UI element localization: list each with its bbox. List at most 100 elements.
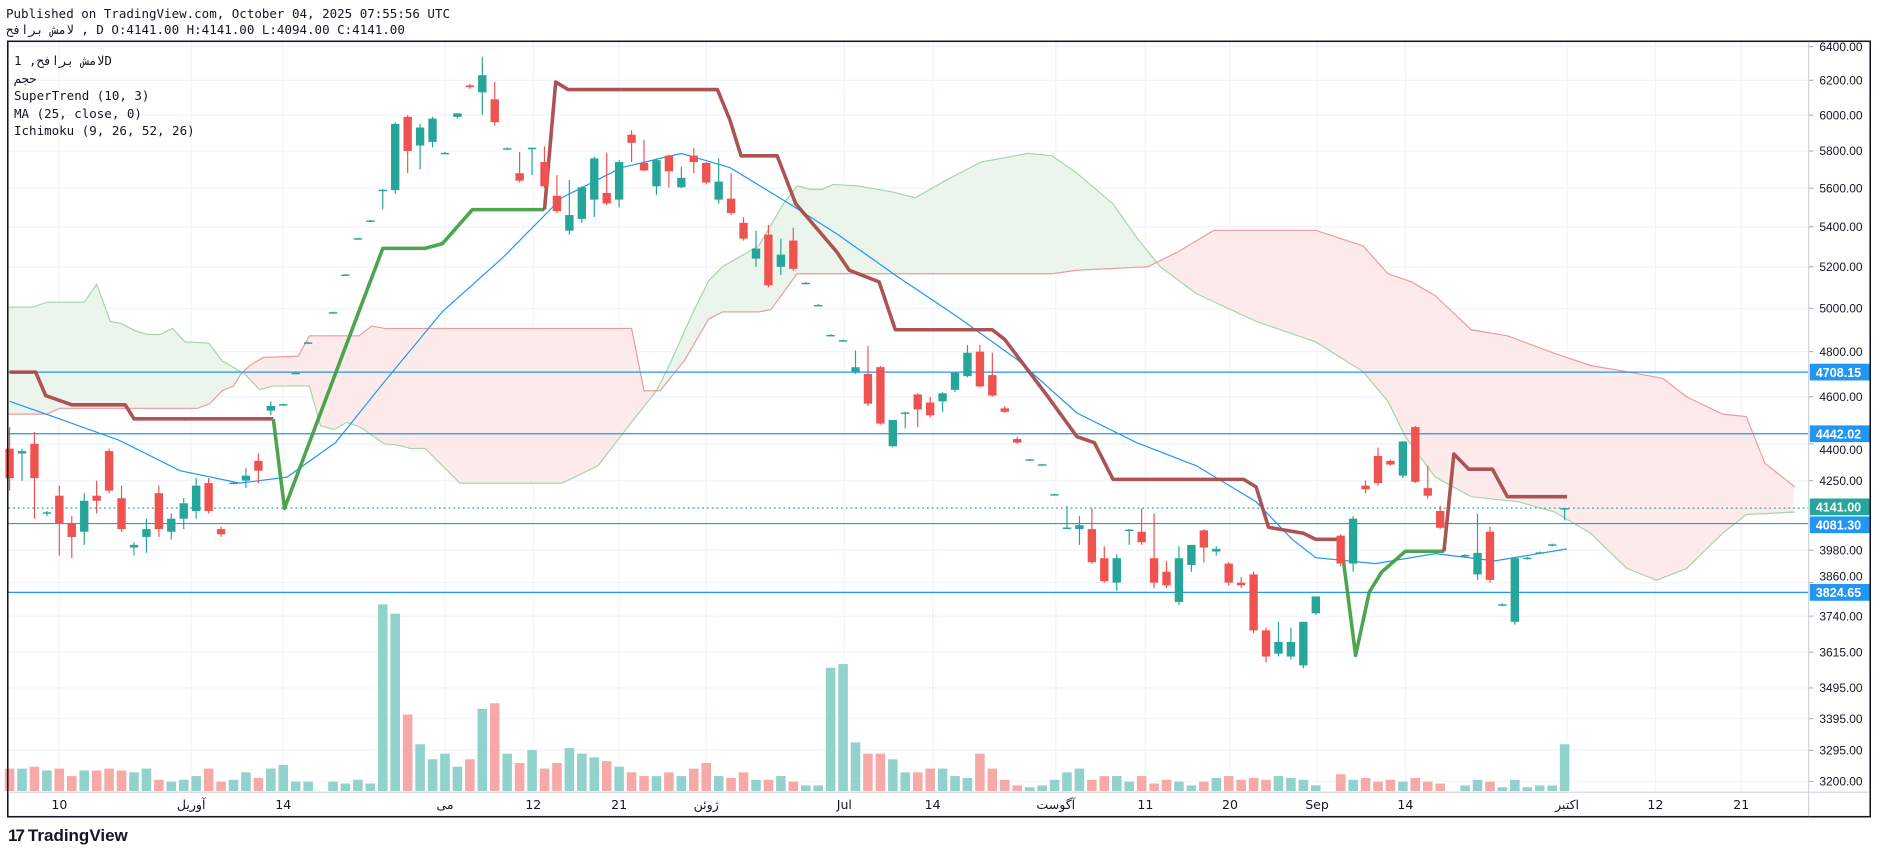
candle-up (328, 311, 338, 314)
last-price-badge: 4141.00 (1816, 501, 1861, 515)
candle-up (652, 158, 661, 195)
volume-bar (1136, 776, 1147, 791)
volume-bar (838, 664, 848, 791)
candle-down (1485, 526, 1495, 583)
candle-up (1050, 493, 1059, 496)
candle-body (117, 498, 126, 530)
volume-bar (328, 781, 338, 791)
legend-ichimoku[interactable]: Ichimoku (9, 26, 52, 26) (14, 123, 195, 138)
candle-body (279, 404, 288, 406)
volume-bar (1522, 787, 1533, 791)
supertrend-up-line (271, 207, 545, 511)
candle-up (415, 123, 425, 170)
candle-body (950, 372, 960, 390)
level-price-badge: 3824.65 (1816, 586, 1861, 600)
candle-down (1261, 627, 1271, 663)
cloud-bullish (7, 284, 244, 415)
candle-up (838, 339, 848, 342)
volume-bar (1398, 781, 1408, 791)
candle-body (925, 402, 935, 416)
volume-bar (701, 762, 712, 791)
volume-bar (539, 768, 550, 791)
candle-body (1311, 596, 1320, 614)
time-axis-label: 14 (275, 797, 291, 812)
candle-body (627, 134, 636, 143)
supertrend-down-line (1442, 452, 1568, 552)
price-tick-label: 6400.00 (1819, 40, 1863, 54)
candle-up (1286, 627, 1296, 660)
ohlc-line: لامش برافح , D O:4141.00 H:4141.00 L:409… (6, 22, 405, 37)
volume-bar (1485, 781, 1495, 791)
volume-bar (91, 770, 102, 791)
candle-body (204, 483, 213, 511)
candle-body (776, 254, 786, 267)
volume-bar (79, 770, 89, 791)
tradingview-logo[interactable]: 17 TradingView (8, 826, 128, 846)
volume-bar (713, 776, 724, 791)
candle-body (938, 393, 947, 402)
volume-bar (42, 770, 52, 791)
candle-down (876, 366, 885, 425)
candle-body (764, 234, 773, 286)
volume-bar (1199, 781, 1209, 791)
candle-body (328, 312, 338, 314)
candle-up (353, 237, 363, 240)
candle-up (1523, 556, 1532, 560)
volume-bar (1348, 779, 1358, 791)
candle-body (415, 127, 425, 146)
candle-body (1560, 508, 1569, 510)
volume-bar (601, 761, 612, 791)
volume-bar (962, 777, 973, 791)
candle-body (167, 518, 176, 532)
volume-bar (688, 768, 699, 791)
candle-up (1498, 603, 1507, 607)
volume-bar (1311, 785, 1321, 791)
candle-body (888, 420, 898, 447)
legend-ma[interactable]: MA (25, close, 0) (14, 105, 142, 121)
candle-body (1100, 558, 1109, 582)
candle-down (1236, 577, 1246, 589)
candle-body (1025, 459, 1034, 461)
candle-body (241, 475, 251, 481)
volume-bar (664, 772, 674, 791)
volume-bar (1149, 783, 1159, 791)
candle-down (664, 154, 674, 188)
volume-bar (1186, 785, 1197, 791)
candle-up (1348, 516, 1358, 572)
legend-supertrend[interactable]: SuperTrend (10, 3) (14, 88, 150, 103)
candle-down (204, 478, 213, 514)
candle-down (925, 396, 935, 418)
candle-body (1174, 558, 1184, 603)
level-price-badge: 4442.02 (1816, 428, 1861, 442)
candle-body (254, 460, 263, 471)
volume-bar (1261, 779, 1271, 791)
candle-body (142, 529, 151, 537)
volume-bar (1497, 787, 1508, 791)
ichimoku-span-b (7, 229, 1796, 488)
candle-body (602, 192, 611, 204)
candle-body (490, 99, 499, 123)
candle-body (901, 412, 910, 414)
candle-body (702, 162, 711, 183)
candle-up (714, 158, 723, 204)
price-tick-label: 4250.00 (1819, 474, 1863, 488)
candle-down (1386, 459, 1395, 466)
candle-up (1560, 508, 1569, 521)
volume-bar (987, 768, 998, 791)
legend-symbol[interactable]: لامش برافح, 1D (14, 53, 112, 68)
legend-volume[interactable]: حجم (14, 70, 37, 86)
volume-bar (1111, 776, 1122, 791)
candle-down (1373, 447, 1383, 486)
candle-up (366, 219, 375, 222)
candle-up (142, 518, 151, 553)
candle-up (17, 448, 27, 481)
candle-body (565, 215, 574, 231)
candle-body (1187, 544, 1196, 565)
ma-line (9, 152, 1568, 565)
candle-up (1398, 441, 1408, 479)
candle-up (341, 273, 350, 276)
candle-body (17, 451, 27, 454)
candle-up (1187, 544, 1196, 572)
candle-body (1485, 531, 1495, 580)
